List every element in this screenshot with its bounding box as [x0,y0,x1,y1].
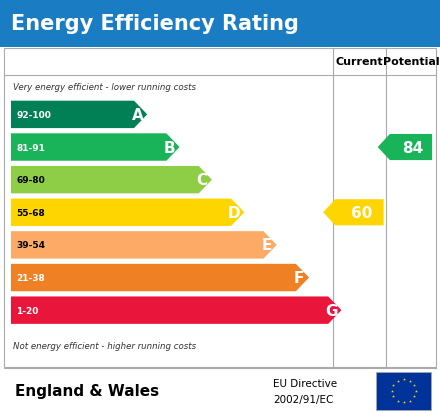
Text: E: E [262,238,272,253]
Text: 21-38: 21-38 [16,273,45,282]
Text: Current: Current [336,57,383,66]
Text: 2002/91/EC: 2002/91/EC [273,394,333,404]
Polygon shape [11,102,147,129]
Text: 60: 60 [351,205,372,220]
Bar [376,372,431,410]
Bar [0,0,440,47]
Polygon shape [11,297,341,324]
Text: Potential: Potential [383,57,439,66]
Text: England & Wales: England & Wales [15,383,160,398]
Text: 92-100: 92-100 [16,111,51,120]
Text: G: G [325,303,338,318]
Text: 81-91: 81-91 [16,143,45,152]
Polygon shape [11,264,309,292]
Polygon shape [11,134,180,161]
Bar [0,368,440,413]
Polygon shape [323,200,384,226]
Text: D: D [228,205,241,220]
Text: 1-20: 1-20 [16,306,39,315]
Text: EU Directive: EU Directive [273,377,337,388]
Text: Energy Efficiency Rating: Energy Efficiency Rating [11,14,299,34]
Polygon shape [11,166,212,194]
Polygon shape [11,199,244,226]
Text: F: F [294,271,304,285]
Text: Very energy efficient - lower running costs: Very energy efficient - lower running co… [13,83,196,92]
Polygon shape [378,135,432,161]
Text: 55-68: 55-68 [16,208,45,217]
Text: C: C [197,173,208,188]
Polygon shape [11,232,277,259]
Text: 39-54: 39-54 [16,241,45,250]
Bar [4,49,436,367]
Text: 69-80: 69-80 [16,176,45,185]
Text: 84: 84 [403,140,424,155]
Text: Not energy efficient - higher running costs: Not energy efficient - higher running co… [13,341,196,350]
Text: A: A [132,108,143,123]
Text: B: B [164,140,176,155]
